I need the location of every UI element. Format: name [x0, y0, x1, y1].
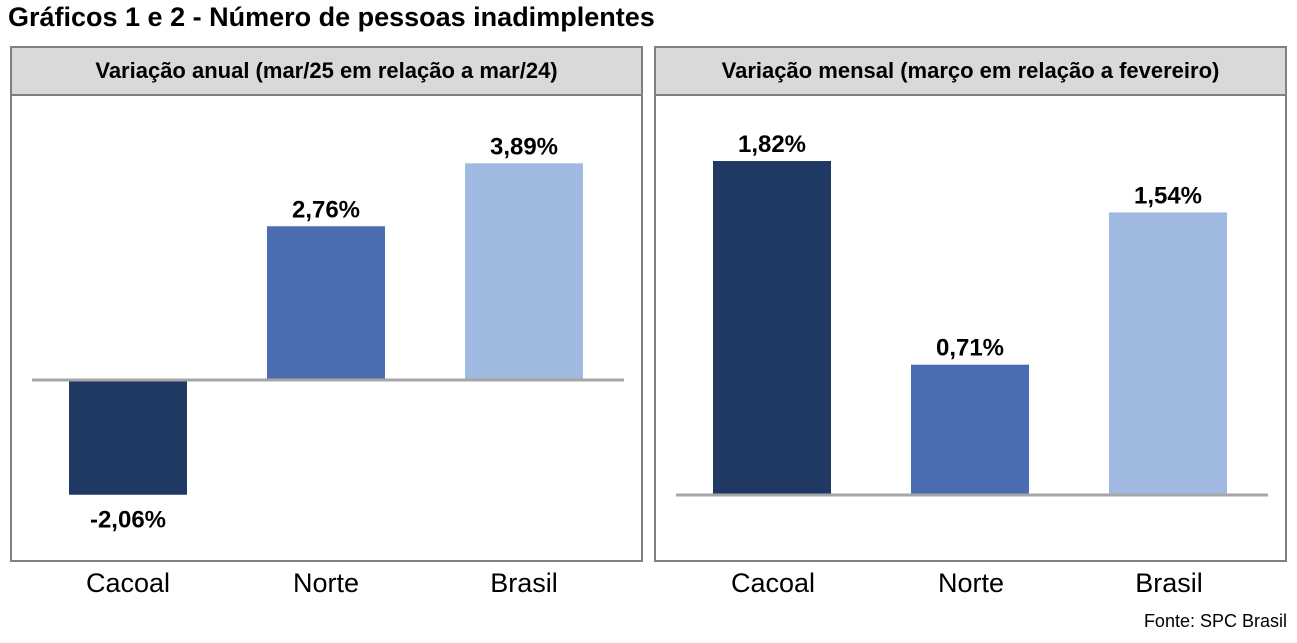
annual-category-norte: Norte: [292, 568, 360, 598]
monthly-category-cacoal: Cacoal: [730, 568, 816, 598]
monthly-data-label-cacoal: 1,82%: [738, 131, 806, 158]
annual-bar-brasil: [465, 163, 583, 380]
monthly-data-label-brasil: 1,54%: [1134, 182, 1202, 209]
annual-chart-svg: -2,06% 2,76% 3,89%: [32, 133, 624, 534]
annual-bar-cacoal: [69, 380, 187, 495]
monthly-bar-norte: [911, 364, 1029, 495]
annual-data-label-brasil: 3,89%: [490, 133, 558, 160]
annual-category-brasil: Brasil: [490, 568, 558, 598]
monthly-category-brasil: Brasil: [1135, 568, 1203, 598]
monthly-category-norte: Norte: [937, 568, 1005, 598]
annual-data-label-cacoal: -2,06%: [90, 507, 166, 534]
page-title: Gráficos 1 e 2 - Número de pessoas inadi…: [8, 2, 655, 32]
annual-category-cacoal: Cacoal: [85, 568, 171, 598]
monthly-data-label-norte: 0,71%: [936, 335, 1004, 362]
monthly-bar-cacoal: [713, 161, 831, 495]
monthly-bar-brasil: [1109, 212, 1227, 495]
annual-bar-norte: [267, 226, 385, 380]
monthly-chart-panel: Variação mensal (março em relação a feve…: [654, 46, 1287, 562]
source-note: Fonte: SPC Brasil: [1143, 611, 1287, 631]
monthly-chart-svg: 1,82% 0,71% 1,54%: [676, 131, 1268, 497]
monthly-chart-title: Variação mensal (março em relação a feve…: [656, 48, 1285, 96]
annual-chart-title: Variação anual (mar/25 em relação a mar/…: [12, 48, 641, 96]
annual-chart-panel: Variação anual (mar/25 em relação a mar/…: [10, 46, 643, 562]
annual-data-label-norte: 2,76%: [292, 196, 360, 223]
